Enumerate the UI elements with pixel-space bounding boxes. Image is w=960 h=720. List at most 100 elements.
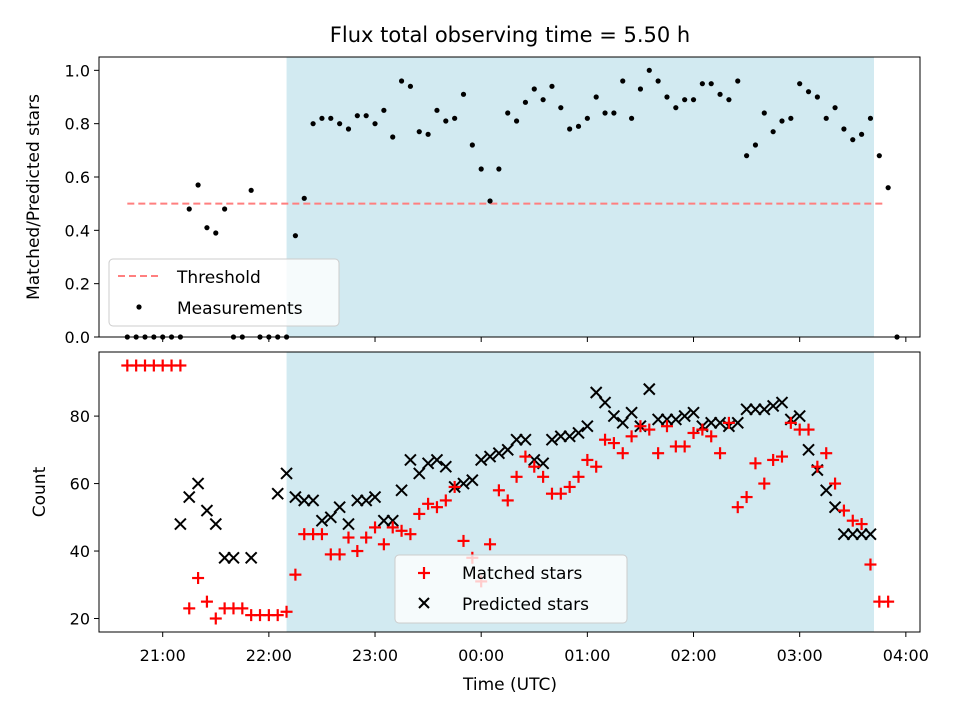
matched-point bbox=[775, 450, 788, 463]
predicted-point bbox=[183, 490, 196, 504]
matched-point bbox=[395, 524, 408, 537]
predicted-point bbox=[191, 477, 205, 490]
matched-point bbox=[784, 416, 797, 429]
measurement-point bbox=[885, 185, 891, 191]
top-shaded-region bbox=[286, 57, 874, 337]
predicted-point bbox=[616, 416, 629, 430]
predicted-point bbox=[660, 413, 674, 426]
measurement-point bbox=[637, 86, 644, 92]
matched-point bbox=[183, 602, 196, 615]
matched-point bbox=[722, 416, 735, 429]
predicted-point bbox=[678, 409, 691, 423]
top-legend: Threshold Measurements bbox=[108, 258, 340, 327]
measurement-point bbox=[682, 97, 688, 103]
measurement-point bbox=[478, 166, 484, 172]
predicted-point bbox=[244, 551, 258, 564]
predicted-point bbox=[598, 396, 612, 409]
matched-point bbox=[563, 480, 576, 493]
predicted-point bbox=[545, 433, 559, 446]
matched-point bbox=[599, 433, 612, 446]
matched-point bbox=[802, 423, 815, 436]
measurement-point bbox=[222, 206, 228, 212]
top-ylabel: Matched/Predicted stars bbox=[24, 94, 44, 300]
measurement-point bbox=[770, 129, 776, 135]
bottom-legend: Matched stars Predicted stars bbox=[394, 554, 628, 624]
bottom-ytick-label: 60 bbox=[70, 475, 90, 494]
measurement-point bbox=[425, 131, 431, 137]
matched-point bbox=[864, 558, 877, 571]
measurement-point bbox=[363, 113, 369, 119]
predicted-point bbox=[351, 494, 364, 507]
measurement-point bbox=[743, 153, 750, 159]
matched-point bbox=[430, 501, 443, 514]
matched-point bbox=[740, 491, 753, 504]
measurement-point bbox=[655, 78, 661, 84]
predicted-point bbox=[289, 490, 302, 504]
predicted-point bbox=[218, 551, 231, 564]
measurement-point bbox=[487, 198, 493, 204]
measurement-point bbox=[292, 233, 299, 239]
matched-point bbox=[607, 437, 620, 450]
measurement-point bbox=[735, 78, 741, 84]
bottom-xtick-label: 03:00 bbox=[777, 646, 823, 665]
matched-point bbox=[342, 531, 355, 544]
measurement-point bbox=[726, 97, 732, 103]
measurement-point bbox=[797, 81, 803, 87]
predicted-point bbox=[766, 399, 780, 413]
measurement-point bbox=[867, 115, 874, 121]
matched-point bbox=[439, 494, 452, 507]
matched-point bbox=[811, 460, 824, 473]
predicted-point bbox=[413, 467, 426, 480]
matched-point bbox=[448, 480, 461, 493]
matched-point bbox=[590, 460, 603, 473]
legend-predicted-label: Predicted stars bbox=[462, 595, 589, 615]
measurement-point bbox=[859, 131, 865, 137]
matched-point bbox=[280, 605, 293, 618]
top-ytick-label: 0.2 bbox=[65, 275, 90, 294]
measurement-point bbox=[345, 126, 352, 132]
top-panel: 0.0 0.2 0.4 0.6 0.8 1.0 Matched/Predicted sta… bbox=[24, 56, 921, 347]
predicted-point bbox=[377, 514, 391, 527]
matched-point bbox=[192, 572, 205, 585]
predicted-point bbox=[483, 450, 497, 463]
predicted-point bbox=[643, 382, 656, 396]
matched-point bbox=[660, 420, 673, 433]
measurement-point bbox=[832, 105, 838, 111]
measurement-point bbox=[584, 115, 590, 121]
measurement-point bbox=[337, 121, 343, 127]
matched-point bbox=[174, 359, 187, 372]
matched-point bbox=[333, 548, 346, 561]
predicted-point bbox=[625, 406, 638, 419]
measurement-point bbox=[372, 121, 378, 127]
matched-point bbox=[528, 460, 541, 473]
predicted-point bbox=[333, 500, 346, 514]
measurement-point bbox=[540, 97, 546, 103]
predicted-point bbox=[324, 511, 337, 524]
measurement-point bbox=[823, 115, 829, 121]
predicted-point bbox=[404, 453, 417, 467]
measurement-point bbox=[213, 230, 219, 236]
measurement-point bbox=[673, 105, 679, 111]
measurement-point bbox=[761, 110, 767, 116]
bottom-xtick-label: 22:00 bbox=[246, 646, 292, 665]
measurement-point bbox=[708, 81, 714, 87]
predicted-point bbox=[687, 406, 700, 419]
matched-point bbox=[820, 447, 833, 460]
measurement-point bbox=[805, 89, 812, 95]
predicted-point bbox=[563, 430, 576, 443]
predicted-point bbox=[421, 457, 435, 470]
matched-point bbox=[386, 521, 399, 534]
predicted-point bbox=[864, 527, 877, 541]
measurement-point bbox=[460, 91, 467, 97]
measurement-point bbox=[452, 115, 458, 121]
top-ytick-label: 1.0 bbox=[65, 61, 90, 80]
bottom-ytick-label: 40 bbox=[70, 542, 90, 561]
predicted-point bbox=[342, 517, 355, 531]
matched-point bbox=[829, 477, 842, 490]
legend-measurements-swatch bbox=[136, 304, 142, 310]
matched-point bbox=[289, 568, 302, 581]
predicted-point bbox=[501, 443, 514, 457]
predicted-point bbox=[793, 409, 806, 423]
measurement-point bbox=[611, 110, 617, 116]
